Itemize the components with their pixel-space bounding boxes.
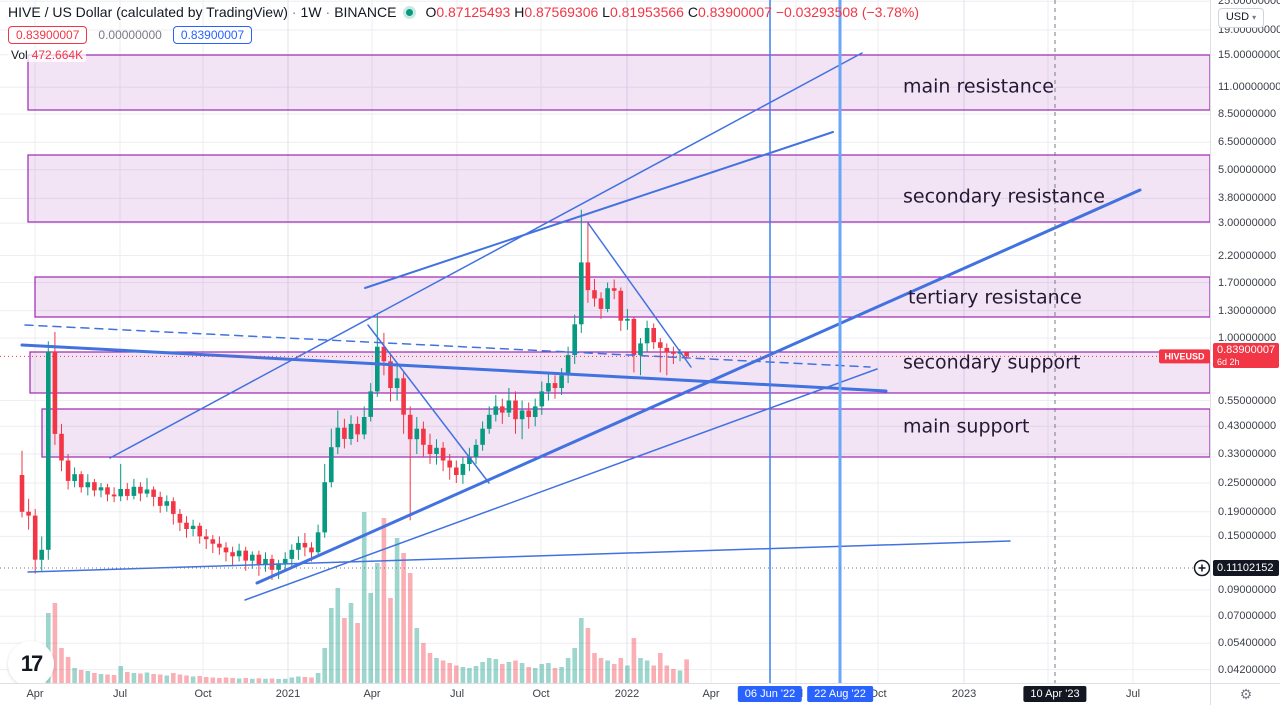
exchange-label[interactable]: BINANCE (334, 4, 397, 20)
time-tick-label: Jul (1125, 688, 1141, 700)
gridlines (0, 0, 1210, 683)
time-axis[interactable]: AprJulOct2021AprJulOct2022AprJulOct2023A… (0, 683, 1210, 705)
separator: · (291, 4, 297, 20)
tradingview-logo[interactable]: 17 (8, 641, 54, 683)
long-flat-base-line (27, 540, 1011, 573)
time-tick-label: Oct (532, 688, 550, 700)
legend-title-row: HIVE / US Dollar (calculated by TradingV… (8, 4, 919, 20)
price-tick-label: 2.20000000 (1218, 249, 1277, 262)
volume-bars (19, 512, 689, 683)
crosshair-date-badge: 10 Apr '23 (1023, 686, 1087, 702)
gear-icon[interactable]: ⚙ (1239, 686, 1253, 702)
price-tick-label: 25.00000000 (1218, 0, 1280, 8)
apr21-descending-line (367, 324, 490, 484)
ohlc-values: O0.87125493 H0.87569306 L0.81953566 C0.8… (425, 4, 920, 20)
price-tick-label: 0.55000000 (1218, 394, 1277, 407)
legend-bid-ask-row: 0.83900007 0.00000000 0.83900007 (8, 26, 919, 44)
chart-legend: HIVE / US Dollar (calculated by TradingV… (8, 4, 919, 64)
time-tick-label: Apr (26, 688, 44, 700)
symbol-price-tag: HIVEUSD (1159, 349, 1210, 364)
steep-channel-upper (109, 52, 863, 459)
time-tick-label: 2021 (275, 688, 301, 700)
time-tick-label: Apr (363, 688, 381, 700)
ath-descending-line (587, 222, 692, 368)
price-tick-label: 0.09000000 (1218, 583, 1277, 596)
long-ascending-trendline (255, 188, 1142, 585)
time-tick-label: Oct (194, 688, 212, 700)
volume-value: 472.664K (31, 48, 84, 62)
event-date-badge: 22 Aug '22 (807, 686, 873, 702)
price-tick-label: 8.50000000 (1218, 108, 1277, 121)
time-tick-label: Oct (869, 688, 887, 700)
time-tick-label: Jul (449, 688, 465, 700)
zone-labels: main resistance secondary resistance terti… (903, 76, 1105, 438)
tradingview-logo-glyph: 17 (20, 651, 44, 676)
price-tick-label: 1.70000000 (1218, 276, 1277, 289)
svg-text:HIVEUSD: HIVEUSD (1164, 351, 1205, 361)
ask-price-badge[interactable]: 0.83900007 (172, 26, 253, 44)
time-tick-label: Jul (112, 688, 128, 700)
symbol-title[interactable]: HIVE / US Dollar (calculated by TradingV… (8, 4, 288, 20)
candlestick-series (19, 209, 689, 580)
declining-resistance-touch-line (20, 343, 888, 393)
price-axis[interactable]: USD ▾ 25.00000000 19.00000000 15.00000000 1… (1210, 0, 1280, 683)
axis-settings-corner[interactable]: ⚙ (1210, 683, 1280, 705)
dashed-declining-line (24, 324, 871, 368)
market-status-dot[interactable] (406, 9, 414, 17)
time-tick-label: 2023 (951, 688, 977, 700)
steep-channel-lower (244, 368, 878, 601)
price-tick-label: 0.25000000 (1218, 477, 1277, 489)
time-tick-label: Apr (702, 688, 720, 700)
price-tick-label: 3.00000000 (1218, 217, 1277, 230)
currency-dropdown[interactable]: USD ▾ (1218, 8, 1264, 28)
mid-ascending-line (364, 131, 834, 289)
price-tick-label: 6.50000000 (1218, 136, 1277, 149)
price-tick-label: 1.00000000 (1218, 332, 1277, 344)
spread-value: 0.00000000 (98, 28, 162, 42)
price-tick-label: 1.30000000 (1218, 304, 1277, 317)
price-tick-label: 0.43000000 (1218, 420, 1277, 433)
add-alert-plus-icon[interactable] (1193, 559, 1210, 577)
price-tick-label: 5.00000000 (1218, 163, 1277, 176)
svg-text:secondary support: secondary support (903, 352, 1080, 374)
price-tick-label: 0.05400000 (1218, 637, 1277, 650)
last-price-badge: 0.83900007 6d 2h (1213, 343, 1279, 369)
svg-text:secondary resistance: secondary resistance (903, 186, 1105, 208)
svg-text:tertiary resistance: tertiary resistance (908, 287, 1082, 309)
chevron-down-icon: ▾ (1252, 13, 1257, 22)
price-tick-label: 0.19000000 (1218, 505, 1277, 518)
price-tick-label: 0.15000000 (1218, 530, 1277, 543)
price-tick-label: 0.04200000 (1218, 663, 1277, 676)
price-tick-label: 0.07000000 (1218, 610, 1277, 623)
time-tick-label: 2022 (614, 688, 640, 700)
price-tick-label: 11.00000000 (1218, 81, 1280, 94)
price-tick-label: 15.00000000 (1218, 48, 1280, 61)
chart-plot-area[interactable]: main resistance secondary resistance terti… (0, 0, 1210, 683)
crosshair (0, 0, 1210, 683)
svg-text:main resistance: main resistance (903, 76, 1054, 98)
volume-indicator-row[interactable]: Vol 472.664K (8, 48, 87, 62)
separator: · (325, 4, 331, 20)
svg-text:main support: main support (903, 416, 1029, 438)
volume-label: Vol (11, 48, 28, 62)
event-date-badge: 06 Jun '22 (737, 686, 803, 702)
trend-lines[interactable] (20, 52, 1142, 601)
vertical-event-lines[interactable] (769, 0, 842, 683)
candlestick-chart[interactable]: main resistance secondary resistance terti… (0, 0, 1210, 683)
bid-price-badge[interactable]: 0.83900007 (8, 26, 88, 44)
price-tick-label: 3.80000000 (1218, 192, 1277, 205)
crosshair-price-badge: 0.11102152 (1213, 560, 1279, 576)
price-tick-label: 0.33000000 (1218, 448, 1277, 460)
interval-label[interactable]: 1W (300, 4, 322, 20)
